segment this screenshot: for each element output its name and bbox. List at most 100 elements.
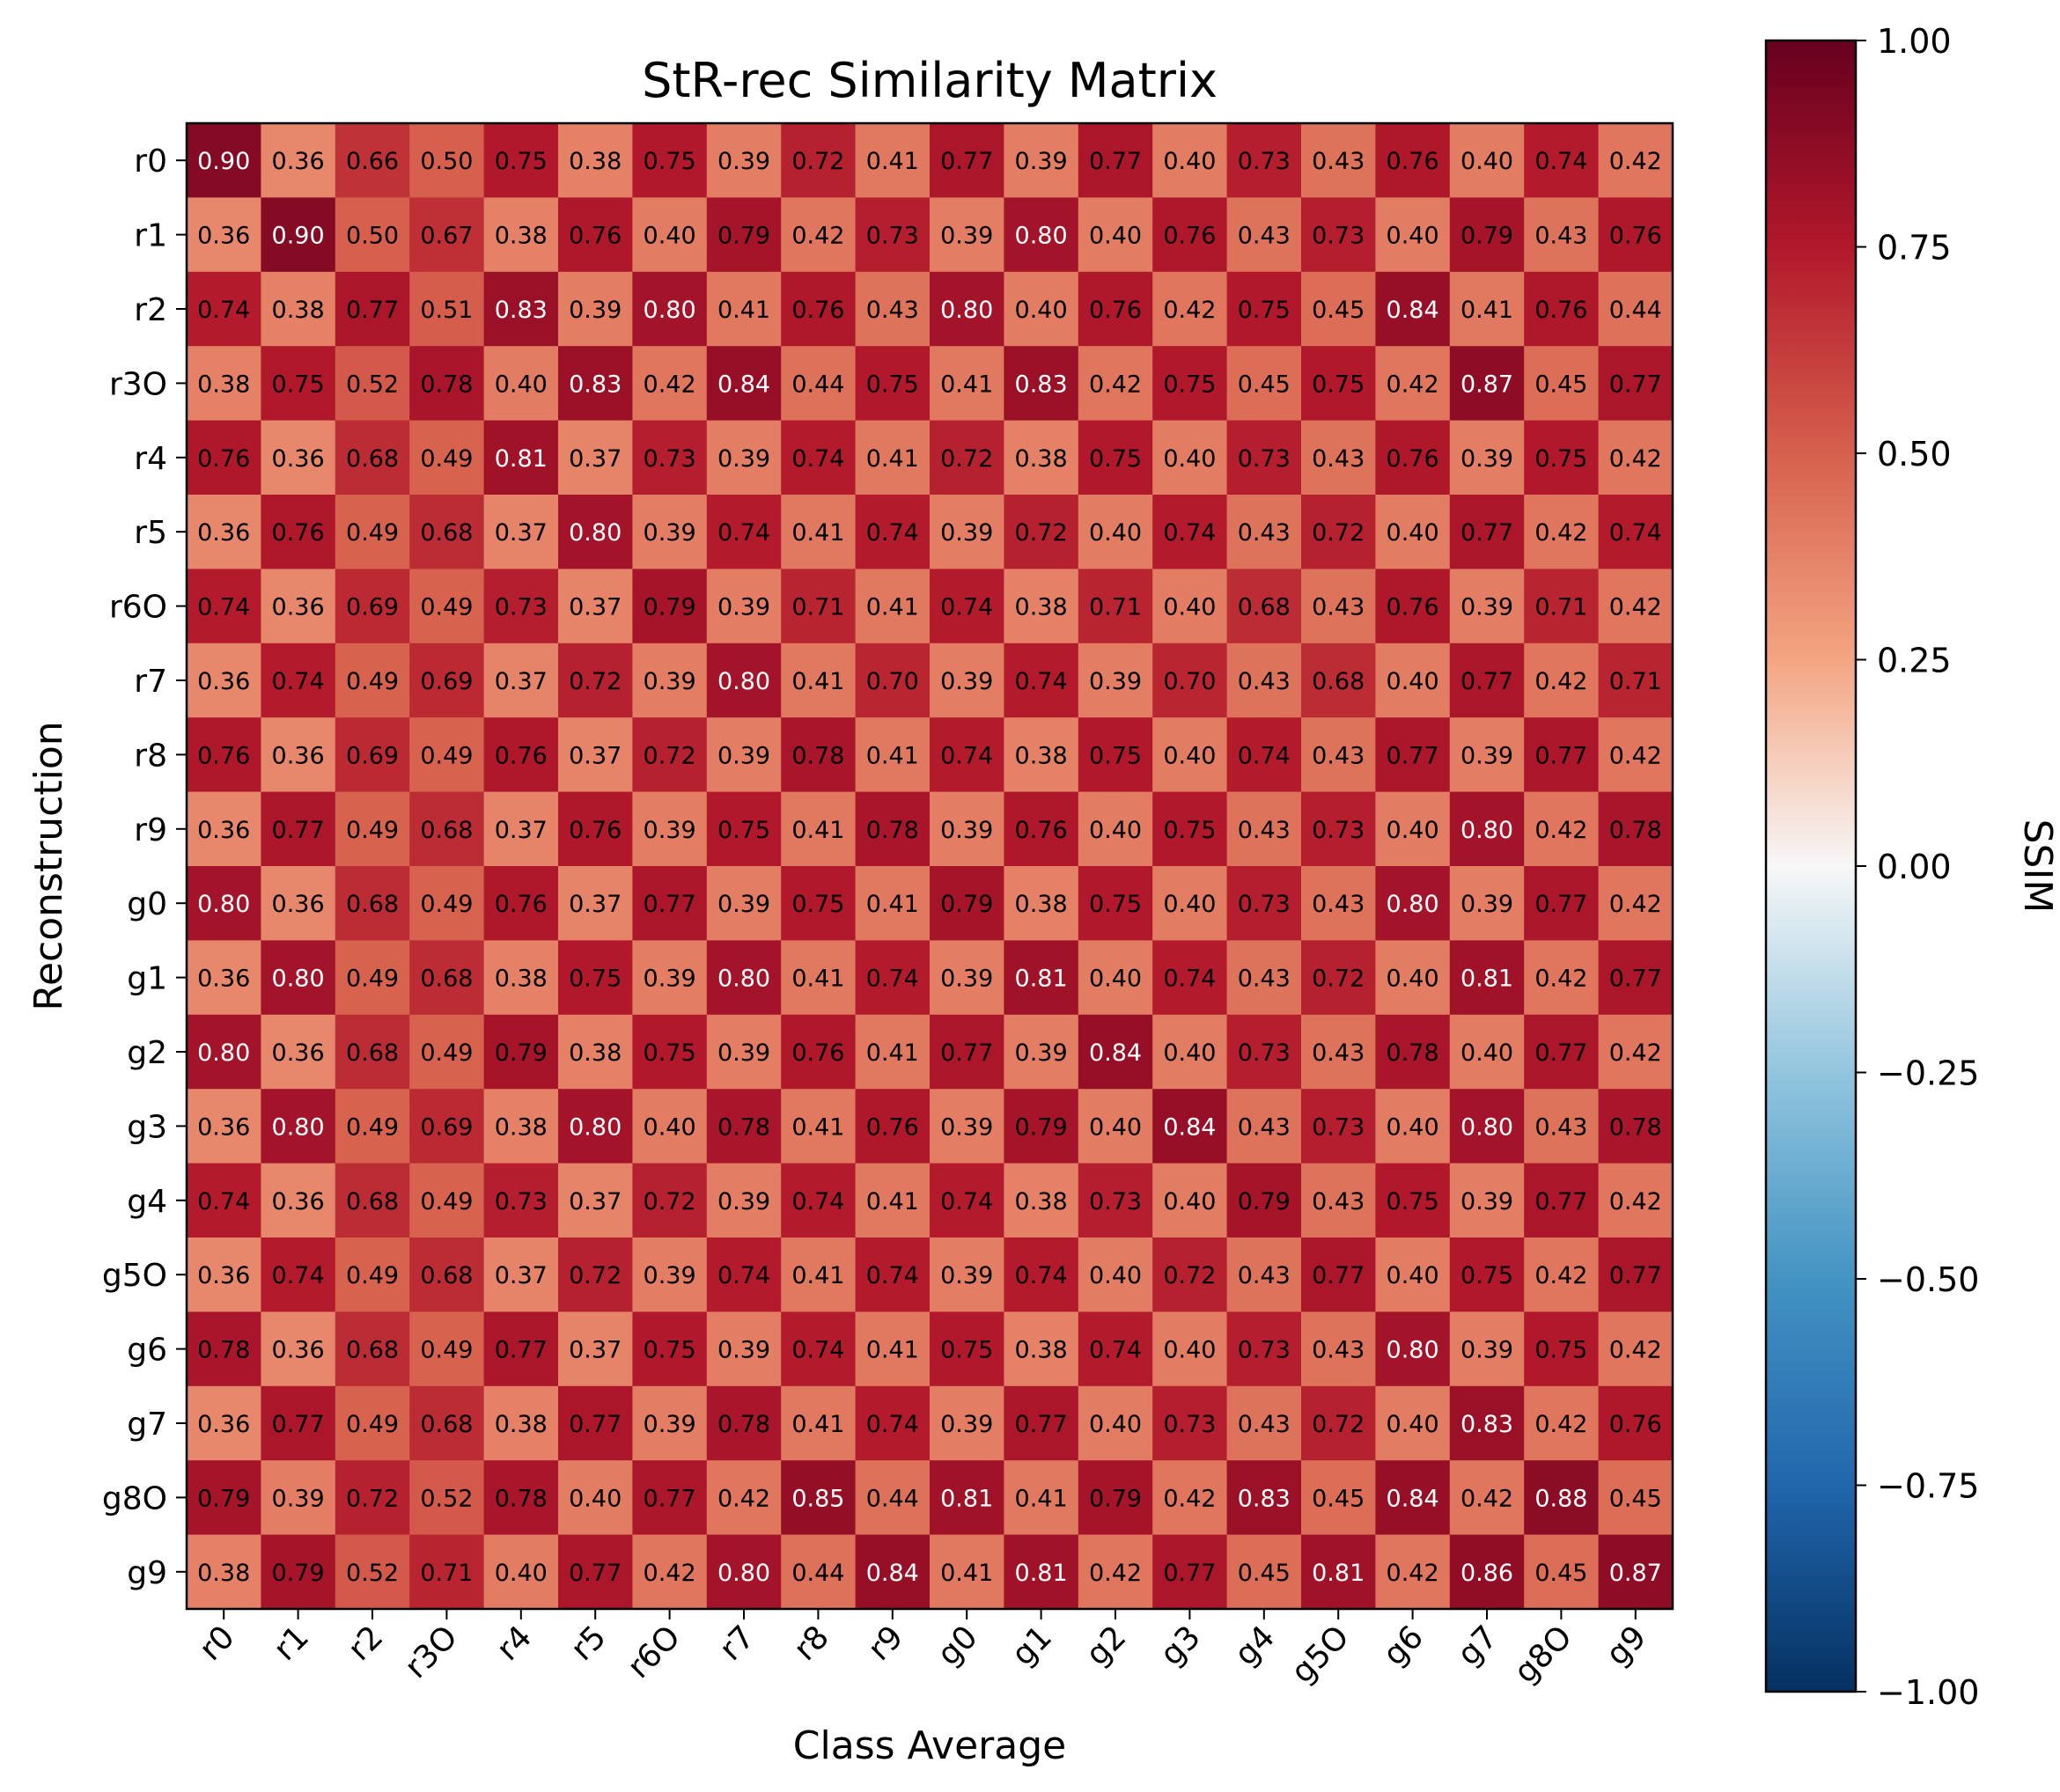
heatmap-cell — [1375, 420, 1451, 496]
heatmap-cell — [261, 495, 336, 569]
cell-value-label: 0.41 — [717, 297, 770, 324]
cell-value-label: 0.74 — [197, 594, 250, 621]
colorbar-tick-label: 0.00 — [1877, 848, 1952, 886]
cell-value-label: 0.76 — [1089, 297, 1142, 324]
cell-value-label: 0.83 — [1460, 1411, 1513, 1438]
cell-value-label: 0.80 — [569, 1113, 622, 1141]
heatmap-cell — [1152, 643, 1228, 718]
cell-value-label: 0.37 — [495, 668, 548, 695]
cell-value-label: 0.75 — [1534, 1337, 1587, 1364]
heatmap-cell — [706, 940, 782, 1016]
heatmap-cell — [632, 420, 708, 496]
heatmap-cell — [781, 271, 857, 347]
cell-value-label: 0.43 — [1238, 223, 1291, 250]
y-tick-label: r2 — [134, 292, 167, 328]
cell-value-label: 0.69 — [420, 1113, 473, 1141]
heatmap-cell — [409, 495, 485, 569]
heatmap-cell — [1078, 1534, 1153, 1610]
cell-value-label: 0.68 — [346, 1337, 399, 1364]
cell-value-label: 0.80 — [717, 668, 770, 695]
cell-value-label: 0.75 — [1089, 891, 1142, 918]
cell-value-label: 0.78 — [717, 1411, 770, 1438]
cell-value-label: 0.40 — [1089, 1113, 1142, 1141]
heatmap-cell — [1598, 346, 1674, 422]
heatmap-cell — [261, 1460, 336, 1536]
heatmap-cell — [1301, 717, 1376, 793]
cell-value-label: 0.68 — [420, 966, 473, 993]
heatmap-cell — [1449, 197, 1525, 273]
cell-value-label: 0.40 — [644, 1113, 696, 1141]
y-axis-label: Reconstruction — [26, 721, 71, 1010]
cell-value-label: 0.51 — [420, 297, 473, 324]
heatmap-cell — [1078, 717, 1153, 793]
cell-value-label: 0.79 — [495, 1039, 548, 1067]
cell-value-label: 0.39 — [1460, 445, 1513, 473]
cell-value-label: 0.72 — [1312, 966, 1365, 993]
heatmap-cell — [855, 1014, 931, 1090]
cell-value-label: 0.49 — [420, 1188, 473, 1215]
cell-value-label: 0.42 — [644, 371, 696, 398]
heatmap-cell — [632, 866, 708, 941]
cell-value-label: 0.39 — [1015, 1039, 1068, 1067]
cell-value-label: 0.40 — [1163, 1337, 1216, 1364]
x-tick-label: g7 — [1451, 1619, 1505, 1672]
cell-value-label: 0.42 — [1609, 148, 1662, 175]
cell-value-label: 0.38 — [272, 297, 325, 324]
heatmap-cell — [558, 271, 633, 347]
heatmap-cell — [1078, 940, 1153, 1016]
cell-value-label: 0.37 — [569, 594, 622, 621]
heatmap-cell — [483, 1163, 559, 1238]
cell-value-label: 0.83 — [495, 297, 548, 324]
heatmap-cell — [1301, 1460, 1376, 1536]
cell-value-label: 0.39 — [1460, 594, 1513, 621]
heatmap-cell — [187, 1385, 261, 1461]
heatmap-cell — [855, 717, 931, 793]
cell-value-label: 0.42 — [1609, 1039, 1662, 1067]
x-tick-label: r8 — [787, 1619, 836, 1668]
heatmap-cell — [1152, 1385, 1228, 1461]
cell-value-label: 0.39 — [1460, 1188, 1513, 1215]
cell-value-label: 0.78 — [420, 371, 473, 398]
cell-value-label: 0.75 — [1089, 445, 1142, 473]
cell-value-label: 0.78 — [866, 817, 919, 844]
heatmap-cell — [261, 569, 336, 644]
x-tick-label: g5O — [1284, 1619, 1356, 1690]
cell-value-label: 0.43 — [1238, 817, 1291, 844]
colorbar-gradient — [1764, 39, 1858, 1693]
heatmap-cell — [187, 1089, 261, 1164]
heatmap-cell — [483, 866, 559, 941]
heatmap-cell — [261, 791, 336, 867]
heatmap-cell — [855, 346, 931, 422]
cell-value-label: 0.73 — [866, 223, 919, 250]
heatmap-cell — [706, 1163, 782, 1238]
cell-value-label: 0.45 — [1312, 1485, 1365, 1512]
cell-value-label: 0.68 — [346, 1039, 399, 1067]
heatmap-cell — [335, 1089, 410, 1164]
heatmap-cell — [483, 1014, 559, 1090]
cell-value-label: 0.73 — [1089, 1188, 1142, 1215]
y-tick-label: g0 — [127, 886, 167, 922]
cell-value-label: 0.40 — [569, 1485, 622, 1512]
cell-value-label: 0.76 — [791, 297, 844, 324]
heatmap-cell — [1301, 643, 1376, 718]
cell-value-label: 0.81 — [1312, 1560, 1365, 1587]
cell-value-label: 0.76 — [791, 1039, 844, 1067]
heatmap-cell — [1226, 1385, 1302, 1461]
cell-value-label: 0.76 — [495, 742, 548, 769]
heatmap-cell — [1449, 569, 1525, 644]
heatmap-cell — [781, 791, 857, 867]
heatmap-cell — [187, 1534, 261, 1610]
cell-value-label: 0.73 — [1238, 1337, 1291, 1364]
heatmap-cell — [1226, 940, 1302, 1016]
cell-value-label: 0.39 — [717, 1188, 770, 1215]
heatmap-cell — [335, 1014, 410, 1090]
heatmap-cell — [706, 271, 782, 347]
heatmap-cell — [558, 643, 633, 718]
heatmap-cell — [1449, 271, 1525, 347]
cell-value-label: 0.40 — [1460, 1039, 1513, 1067]
heatmap-cell — [187, 495, 261, 569]
heatmap-cell — [187, 717, 261, 793]
heatmap-cells: 0.90 0.36 0.66 0.50 0.75 0.38 0.75 0.39 0.72 0.41… — [187, 123, 1674, 1610]
cell-value-label: 0.42 — [1534, 519, 1587, 547]
heatmap-cell — [1301, 940, 1376, 1016]
